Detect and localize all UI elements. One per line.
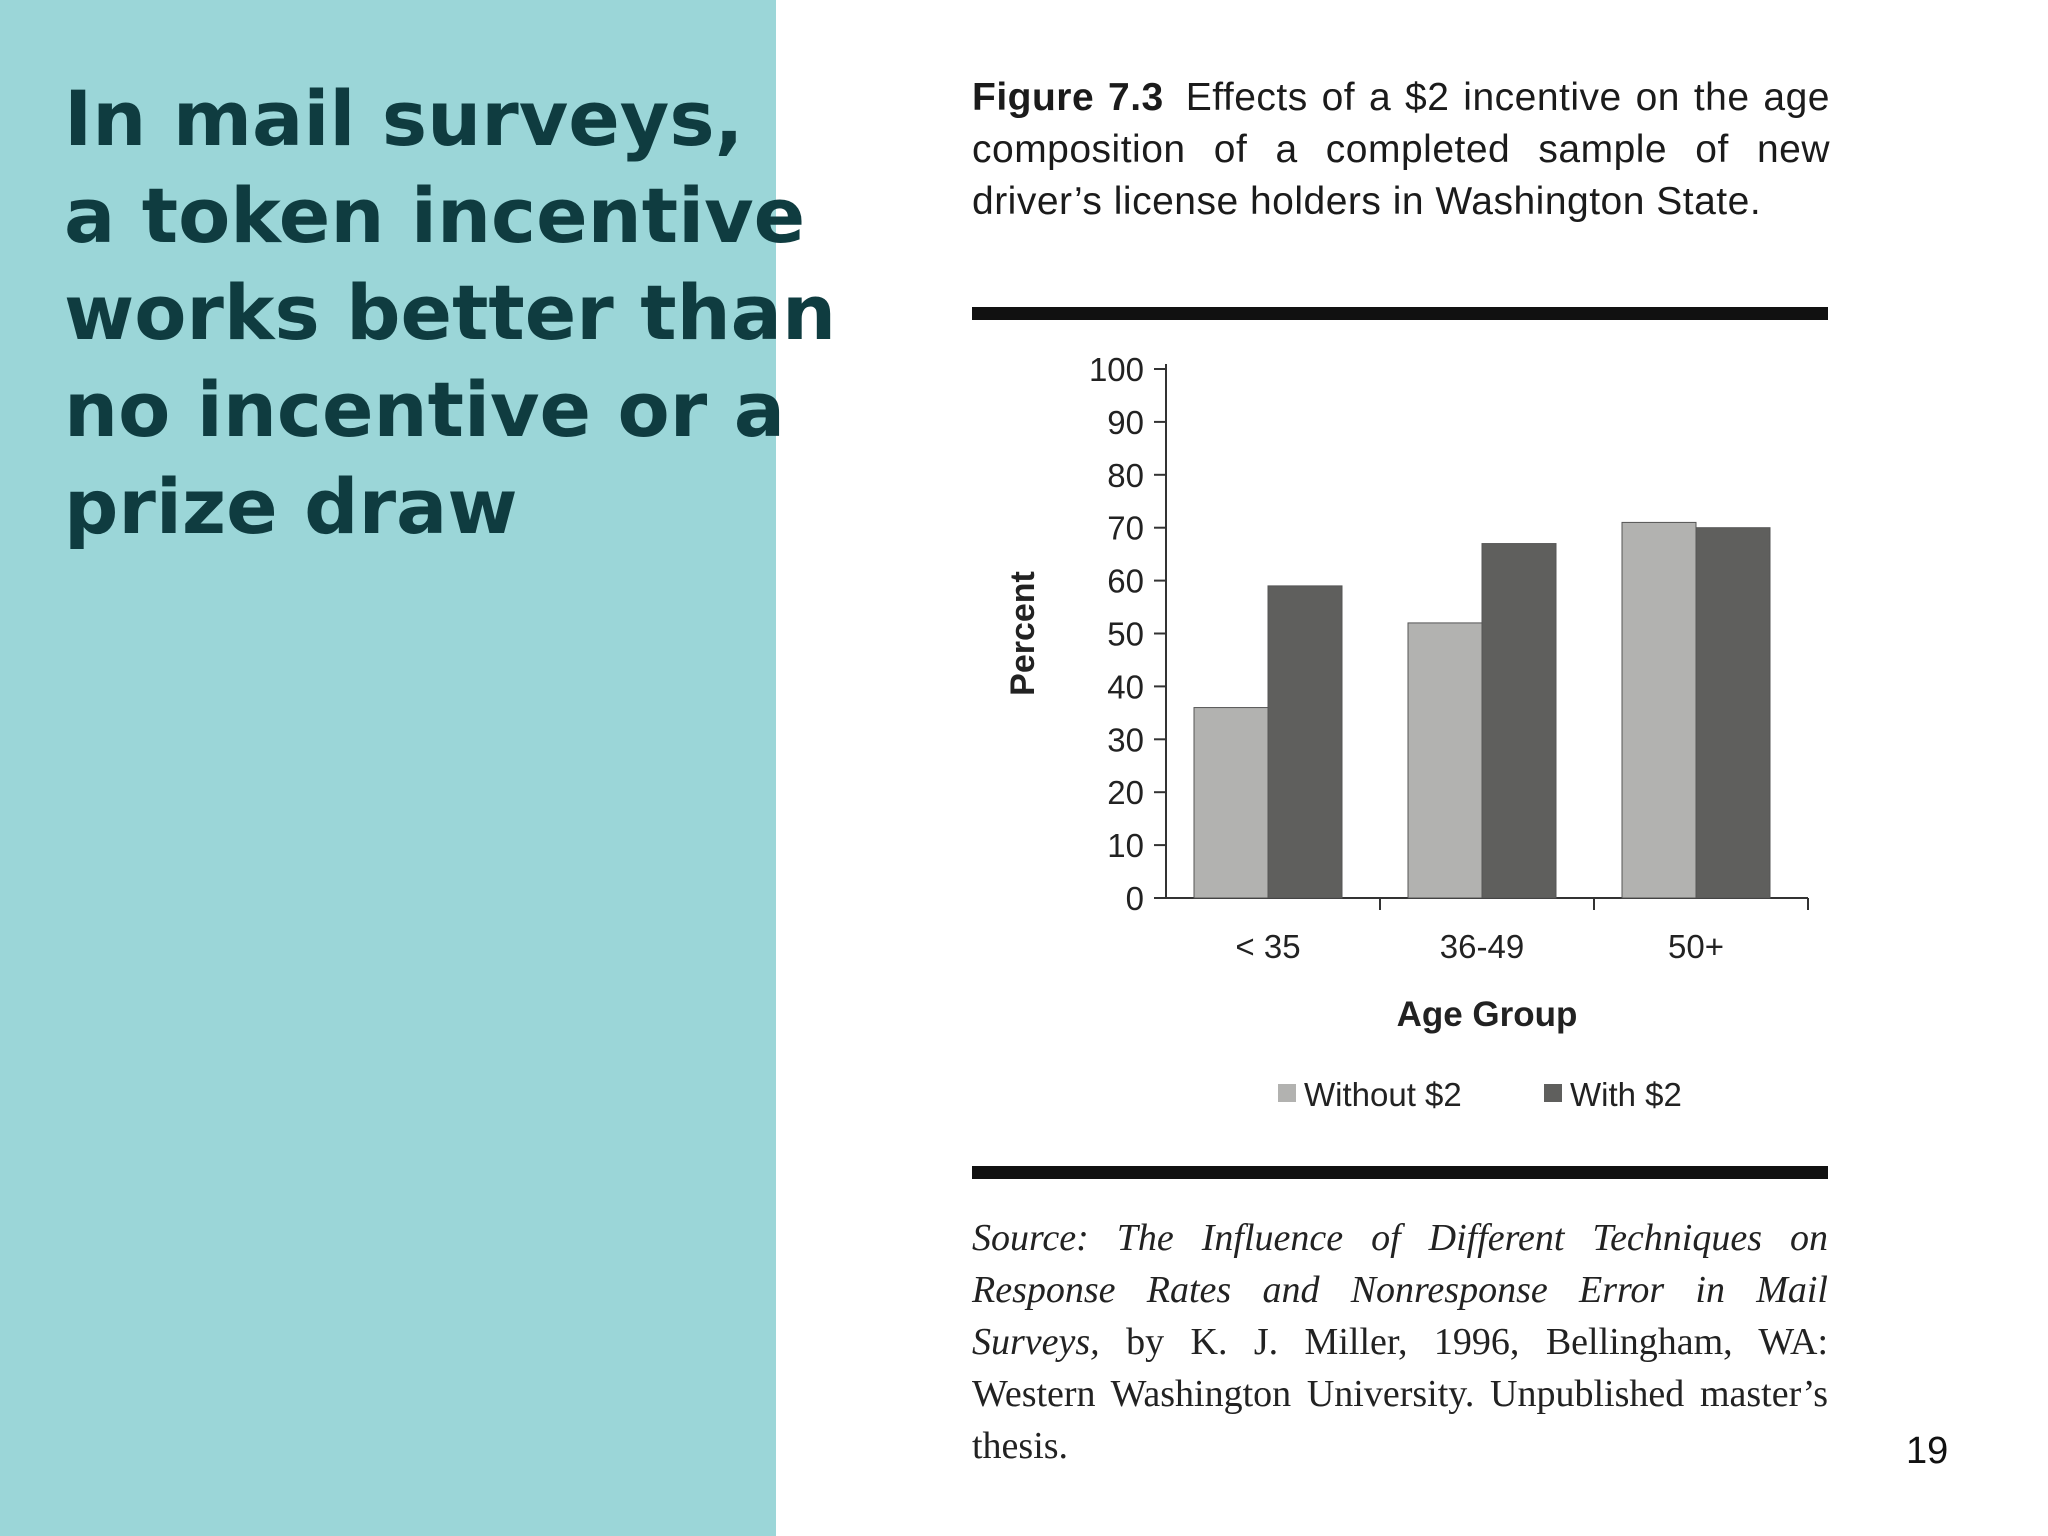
y-tick-label: 70 [1107,510,1144,547]
bar [1481,543,1557,899]
bar [1621,521,1697,899]
headline-line: a token incentive [64,171,806,260]
headline-line: works better than [64,268,837,357]
y-tick-label: 40 [1107,668,1144,705]
source-details: by K. J. Miller, 1996, Bellingham, WA: W… [972,1321,1828,1467]
figure-caption-text: Effects of a $2 incentive on the age com… [972,76,1830,223]
y-tick-label: 80 [1107,457,1144,494]
bar-chart: 0 10 20 30 40 50 60 70 80 90 100 Percent < 35 36-49 50… [1004,351,1809,1113]
source-title: The Influence of Different Techniques on… [972,1217,1828,1363]
left-panel: In mail surveys, a token incentive works… [0,0,837,1536]
legend-label: Without $2 [1304,1076,1462,1113]
x-tick-label: 50+ [1668,928,1724,965]
figure-top-rule [972,307,1828,320]
figure-source: Source: The Influence of Different Techn… [972,1212,1828,1472]
y-axis-title: Percent [1004,571,1042,696]
y-tick-label: 90 [1107,404,1144,441]
slide-number: 19 [1906,1430,1949,1472]
y-tick-label: 10 [1107,827,1144,864]
x-tick-label: 36-49 [1440,928,1524,965]
y-tick-label: 60 [1107,563,1144,600]
figure-bottom-rule [972,1166,1828,1179]
x-axis-title: Age Group [1397,995,1578,1034]
headline-line: no incentive or a [64,365,785,454]
legend-label: With $2 [1570,1076,1682,1113]
bar [1407,622,1483,899]
figure-label: Figure 7.3 [972,76,1164,119]
bar [1695,527,1771,899]
y-tick-label: 50 [1107,616,1144,653]
legend-swatch [1544,1084,1562,1102]
headline-line: prize draw [64,462,518,551]
headline: In mail surveys, a token incentive works… [64,70,837,555]
x-tick-label: < 35 [1235,928,1300,965]
y-tick-label: 30 [1107,721,1144,758]
headline-line: In mail surveys, [64,74,744,163]
y-tick-label: 100 [1089,351,1144,388]
legend-swatch [1278,1084,1296,1102]
source-label: Source: [972,1217,1089,1259]
figure-caption: Figure 7.3 Effects of a $2 incentive on t… [972,72,1830,228]
y-tick-label: 20 [1107,774,1144,811]
bar [1267,585,1343,899]
bar [1193,707,1269,899]
y-tick-label: 0 [1126,880,1144,917]
